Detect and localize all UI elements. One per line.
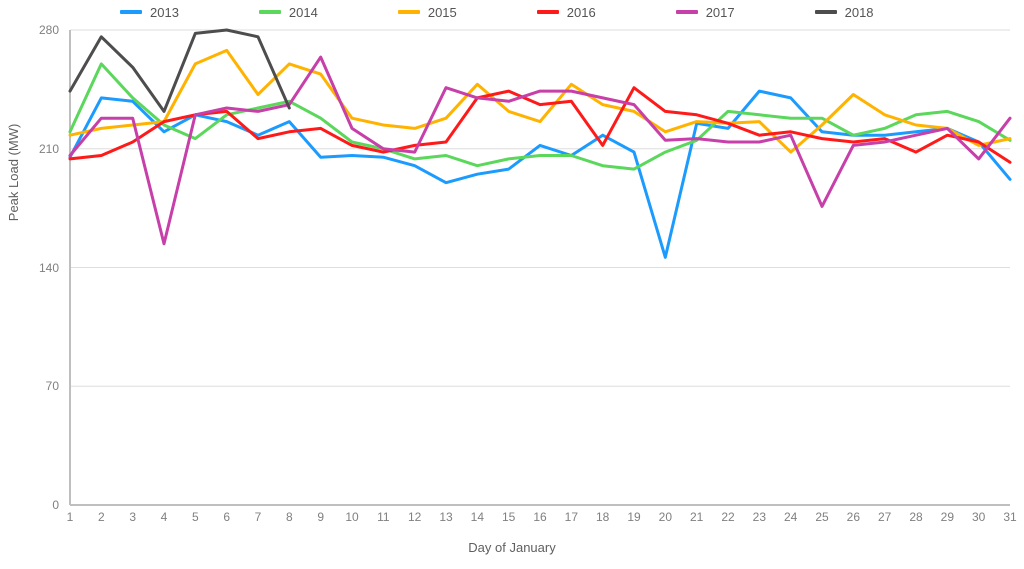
x-tick-label: 24 (784, 510, 797, 524)
legend-item-2018: 2018 (815, 5, 874, 20)
x-tick-label: 18 (596, 510, 609, 524)
x-tick-label: 28 (909, 510, 922, 524)
x-tick-label: 26 (847, 510, 860, 524)
legend-item-2015: 2015 (398, 5, 457, 20)
x-tick-label: 19 (627, 510, 640, 524)
legend-label: 2018 (845, 5, 874, 20)
plot-area (70, 30, 1010, 505)
x-tick-label: 11 (377, 510, 389, 524)
x-tick-label: 22 (721, 510, 734, 524)
series-2013 (70, 91, 1010, 257)
series-2015 (70, 50, 1010, 152)
x-tick-label: 27 (878, 510, 891, 524)
x-tick-label: 12 (408, 510, 421, 524)
series-2017 (70, 57, 1010, 244)
x-tick-label: 13 (439, 510, 452, 524)
legend-swatch (815, 10, 837, 14)
x-tick-label: 8 (286, 510, 293, 524)
x-tick-label: 14 (471, 510, 484, 524)
series-2014 (70, 64, 1010, 169)
y-tick-label: 210 (19, 142, 59, 156)
legend-label: 2014 (289, 5, 318, 20)
legend-swatch (537, 10, 559, 14)
x-tick-label: 5 (192, 510, 199, 524)
plot-svg (70, 30, 1010, 505)
x-tick-label: 6 (223, 510, 230, 524)
chart-legend: 2013 2014 2015 2016 2017 2018 (120, 2, 1004, 22)
y-tick-label: 140 (19, 261, 59, 275)
legend-item-2013: 2013 (120, 5, 179, 20)
x-tick-label: 20 (659, 510, 672, 524)
legend-item-2016: 2016 (537, 5, 596, 20)
legend-swatch (398, 10, 420, 14)
legend-label: 2013 (150, 5, 179, 20)
legend-label: 2016 (567, 5, 596, 20)
x-tick-label: 31 (1003, 510, 1016, 524)
x-tick-label: 10 (345, 510, 358, 524)
x-tick-label: 9 (317, 510, 324, 524)
x-tick-label: 29 (941, 510, 954, 524)
x-tick-label: 25 (815, 510, 828, 524)
y-axis-title: Peak Load (MW) (6, 124, 21, 222)
x-tick-label: 16 (533, 510, 546, 524)
x-tick-label: 7 (255, 510, 262, 524)
x-tick-label: 23 (753, 510, 766, 524)
legend-swatch (259, 10, 281, 14)
x-tick-label: 2 (98, 510, 105, 524)
x-tick-label: 21 (690, 510, 703, 524)
y-tick-label: 70 (19, 379, 59, 393)
legend-item-2017: 2017 (676, 5, 735, 20)
x-tick-label: 17 (565, 510, 578, 524)
x-tick-label: 4 (161, 510, 168, 524)
y-tick-label: 0 (19, 498, 59, 512)
legend-swatch (120, 10, 142, 14)
legend-label: 2017 (706, 5, 735, 20)
y-tick-label: 280 (19, 23, 59, 37)
legend-item-2014: 2014 (259, 5, 318, 20)
legend-label: 2015 (428, 5, 457, 20)
peak-load-chart: 201320142015201620172018 Peak Load (MW) … (0, 0, 1024, 569)
x-tick-label: 15 (502, 510, 515, 524)
x-tick-label: 1 (67, 510, 74, 524)
legend-swatch (676, 10, 698, 14)
x-tick-label: 30 (972, 510, 985, 524)
x-tick-label: 3 (129, 510, 136, 524)
x-axis-title: Day of January (0, 540, 1024, 555)
